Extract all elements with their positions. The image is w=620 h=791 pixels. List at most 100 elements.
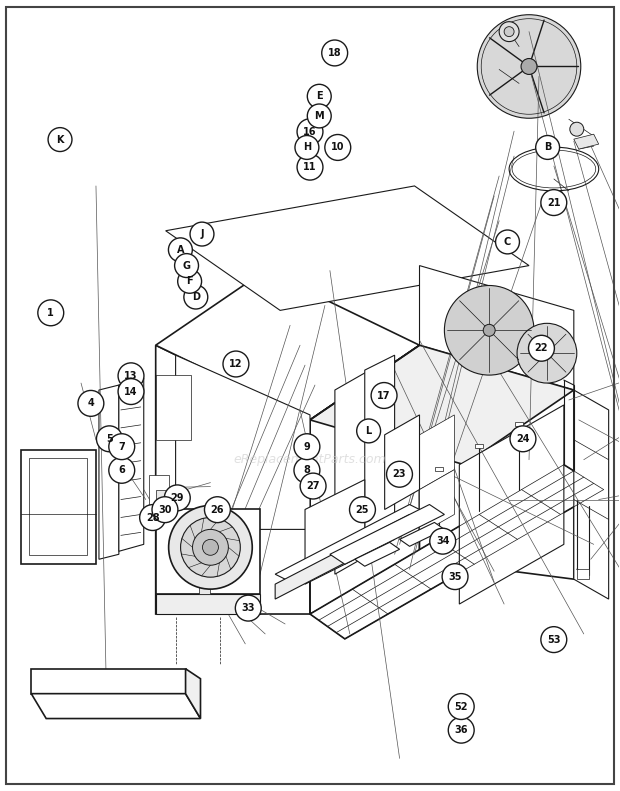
Circle shape: [371, 383, 397, 408]
Text: 6: 6: [118, 465, 125, 475]
Circle shape: [178, 270, 202, 293]
Text: 23: 23: [392, 469, 406, 479]
Text: M: M: [314, 111, 324, 121]
Circle shape: [180, 517, 241, 577]
Circle shape: [164, 485, 190, 511]
Bar: [156, 490, 166, 501]
Text: 24: 24: [516, 433, 529, 444]
Text: 35: 35: [448, 572, 462, 581]
Bar: [198, 564, 210, 594]
Circle shape: [448, 694, 474, 720]
Circle shape: [322, 40, 348, 66]
Circle shape: [495, 230, 520, 254]
Text: E: E: [316, 91, 322, 101]
Circle shape: [499, 21, 519, 42]
Polygon shape: [400, 522, 445, 547]
Text: 5: 5: [106, 433, 113, 444]
Polygon shape: [156, 375, 190, 440]
Circle shape: [294, 457, 320, 483]
Text: 22: 22: [534, 343, 548, 354]
Bar: [21, 450, 96, 564]
Polygon shape: [31, 694, 200, 718]
Circle shape: [483, 324, 495, 336]
Circle shape: [536, 135, 560, 160]
Text: 12: 12: [229, 359, 242, 369]
Polygon shape: [156, 271, 420, 420]
Polygon shape: [275, 514, 410, 599]
Text: 53: 53: [547, 634, 560, 645]
Circle shape: [325, 134, 351, 161]
Text: 7: 7: [118, 441, 125, 452]
Polygon shape: [365, 355, 394, 554]
Polygon shape: [420, 470, 454, 535]
Text: 30: 30: [158, 505, 172, 515]
Text: 8: 8: [303, 465, 311, 475]
Text: 29: 29: [170, 493, 184, 503]
Bar: [577, 570, 589, 579]
Polygon shape: [156, 345, 310, 614]
Text: H: H: [303, 142, 311, 153]
Circle shape: [570, 123, 584, 136]
Text: 4: 4: [87, 399, 94, 408]
Text: 25: 25: [356, 505, 370, 515]
Circle shape: [430, 528, 456, 554]
Circle shape: [38, 300, 64, 326]
Circle shape: [541, 626, 567, 653]
Text: 9: 9: [304, 441, 310, 452]
Polygon shape: [355, 543, 400, 566]
Polygon shape: [574, 134, 599, 149]
Circle shape: [356, 419, 381, 443]
Circle shape: [350, 497, 375, 523]
Text: G: G: [182, 260, 190, 271]
Circle shape: [517, 324, 577, 383]
Text: 36: 36: [454, 725, 468, 735]
Bar: [149, 475, 169, 520]
Circle shape: [97, 426, 122, 452]
Polygon shape: [99, 385, 119, 559]
Polygon shape: [156, 594, 260, 614]
Text: F: F: [187, 276, 193, 286]
Text: 14: 14: [124, 387, 138, 396]
Polygon shape: [420, 345, 574, 579]
Text: 34: 34: [436, 536, 449, 546]
Circle shape: [510, 426, 536, 452]
Polygon shape: [166, 186, 529, 310]
Circle shape: [294, 433, 320, 460]
Polygon shape: [384, 415, 420, 509]
Circle shape: [236, 595, 261, 621]
Circle shape: [205, 497, 231, 523]
Polygon shape: [185, 668, 200, 718]
Circle shape: [297, 119, 323, 145]
Polygon shape: [420, 266, 574, 390]
Polygon shape: [459, 405, 564, 604]
Circle shape: [108, 457, 135, 483]
Circle shape: [541, 190, 567, 215]
Circle shape: [118, 363, 144, 388]
Bar: [476, 444, 483, 448]
Bar: [156, 509, 260, 594]
Circle shape: [542, 348, 552, 358]
Polygon shape: [420, 415, 454, 490]
Text: 52: 52: [454, 702, 468, 712]
Text: B: B: [544, 142, 551, 153]
Circle shape: [300, 473, 326, 499]
Circle shape: [442, 564, 468, 589]
Circle shape: [528, 335, 554, 361]
Circle shape: [477, 15, 581, 118]
Text: 27: 27: [306, 481, 320, 491]
Circle shape: [521, 59, 537, 74]
Bar: [29, 458, 87, 555]
Text: 26: 26: [211, 505, 224, 515]
Circle shape: [190, 222, 214, 246]
Circle shape: [169, 238, 192, 262]
Circle shape: [140, 505, 166, 531]
Text: L: L: [366, 426, 372, 436]
Text: J: J: [200, 229, 204, 239]
Text: A: A: [177, 245, 184, 255]
Polygon shape: [310, 345, 574, 464]
Bar: [190, 539, 213, 558]
Text: eReplacementParts.com: eReplacementParts.com: [234, 453, 386, 466]
Text: 11: 11: [303, 162, 317, 172]
Bar: [435, 467, 443, 471]
Circle shape: [504, 27, 514, 36]
